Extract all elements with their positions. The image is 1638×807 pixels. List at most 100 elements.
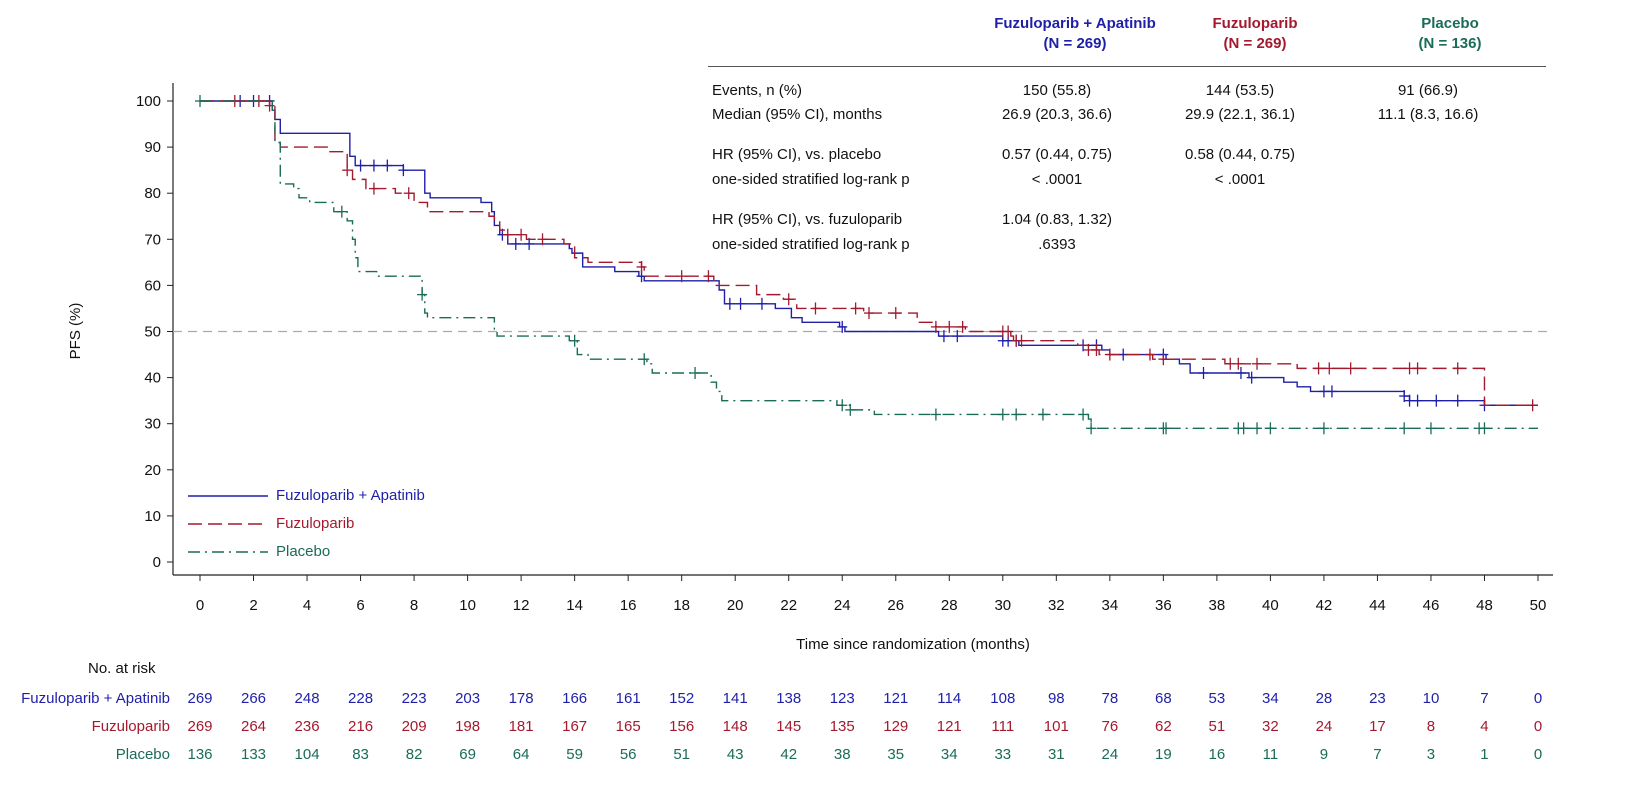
risk-count-fuz: 269 (187, 718, 213, 735)
stats-row-label: Events, n (%) (712, 82, 803, 99)
y-tick-label: 0 (153, 554, 161, 571)
risk-count-combo: 121 (883, 690, 909, 707)
risk-count-combo: 108 (990, 690, 1016, 707)
stats-row-label: one-sided stratified log-rank p (712, 236, 910, 253)
risk-count-combo: 10 (1422, 690, 1440, 707)
risk-count-combo: 138 (776, 690, 802, 707)
risk-count-placebo: 24 (1101, 746, 1119, 763)
x-tick-label: 10 (459, 597, 476, 614)
risk-count-fuz: 236 (294, 718, 320, 735)
x-tick-label: 2 (249, 597, 257, 614)
header-combo-name: Fuzuloparib + Apatinib (994, 15, 1156, 32)
risk-count-combo: 161 (615, 690, 641, 707)
risk-count-placebo: 104 (294, 746, 320, 763)
risk-count-combo: 203 (455, 690, 481, 707)
y-tick-label: 60 (144, 277, 161, 294)
stats-cell: .6393 (1038, 236, 1076, 253)
x-tick-label: 48 (1476, 597, 1493, 614)
stats-cell: 144 (53.5) (1205, 82, 1275, 99)
risk-count-placebo: 42 (780, 746, 798, 763)
y-tick-label: 100 (136, 93, 161, 110)
risk-count-fuz: 62 (1155, 718, 1172, 735)
stats-cell: < .0001 (1031, 171, 1083, 188)
risk-count-fuz: 129 (883, 718, 909, 735)
x-tick-label: 28 (941, 597, 958, 614)
risk-count-fuz: 111 (991, 718, 1015, 735)
risk-count-fuz: 145 (776, 718, 802, 735)
stats-row-label: one-sided stratified log-rank p (712, 171, 910, 188)
risk-count-placebo: 64 (512, 746, 530, 763)
risk-count-placebo: 59 (566, 746, 583, 763)
stats-cell: < .0001 (1214, 171, 1266, 188)
risk-count-fuz: 135 (829, 718, 855, 735)
x-tick-label: 36 (1155, 597, 1172, 614)
risk-count-fuz: 101 (1043, 718, 1069, 735)
x-tick-label: 32 (1048, 597, 1065, 614)
risk-count-placebo: 83 (352, 746, 369, 763)
risk-count-placebo: 7 (1373, 746, 1382, 763)
risk-count-combo: 0 (1533, 690, 1543, 707)
header-fuz-n: (N = 269) (1223, 35, 1287, 52)
risk-count-placebo: 16 (1208, 746, 1226, 763)
risk-count-fuz: 216 (348, 718, 374, 735)
x-tick-label: 6 (356, 597, 364, 614)
risk-count-fuz: 209 (401, 718, 427, 735)
risk-count-fuz: 165 (615, 718, 641, 735)
y-tick-label: 90 (144, 139, 161, 156)
risk-count-placebo: 3 (1426, 746, 1436, 763)
y-tick-label: 10 (144, 508, 161, 525)
risk-count-placebo: 33 (994, 746, 1012, 763)
risk-count-combo: 7 (1480, 690, 1489, 707)
risk-count-combo: 266 (241, 690, 267, 707)
stats-cell: 26.9 (20.3, 36.6) (1001, 106, 1113, 123)
risk-row-name-placebo: Placebo (115, 746, 170, 763)
stats-row-label: Median (95% CI), months (712, 106, 883, 123)
risk-count-combo: 178 (508, 690, 534, 707)
x-tick-label: 30 (994, 597, 1011, 614)
y-tick-label: 80 (144, 185, 161, 202)
risk-count-fuz: 156 (669, 718, 695, 735)
risk-count-combo: 23 (1369, 690, 1386, 707)
header-fuz: Fuzuloparib (N = 269) (1185, 14, 1325, 54)
x-tick-label: 44 (1369, 597, 1386, 614)
legend-label-fuz: Fuzuloparib (276, 515, 355, 532)
header-placebo: Placebo (N = 136) (1385, 14, 1515, 54)
risk-count-combo: 166 (562, 690, 588, 707)
risk-count-placebo: 11 (1262, 746, 1279, 763)
risk-count-placebo: 19 (1155, 746, 1172, 763)
stats-cell: 11.1 (8.3, 16.6) (1377, 106, 1479, 123)
risk-count-fuz: 8 (1426, 718, 1436, 735)
risk-count-combo: 152 (669, 690, 695, 707)
x-tick-label: 20 (727, 597, 744, 614)
risk-count-combo: 228 (348, 690, 374, 707)
x-tick-label: 42 (1316, 597, 1333, 614)
risk-count-combo: 34 (1262, 690, 1279, 707)
stats-cell: 0.58 (0.44, 0.75) (1184, 146, 1296, 163)
risk-count-placebo: 31 (1047, 746, 1065, 763)
risk-count-combo: 248 (294, 690, 320, 707)
risk-count-placebo: 69 (459, 746, 476, 763)
x-tick-label: 38 (1209, 597, 1226, 614)
risk-count-fuz: 148 (722, 718, 748, 735)
risk-count-placebo: 9 (1319, 746, 1329, 763)
risk-count-placebo: 51 (673, 746, 691, 763)
risk-count-fuz: 167 (562, 718, 588, 735)
risk-count-placebo: 1 (1480, 746, 1489, 763)
risk-count-placebo: 133 (241, 746, 267, 763)
risk-count-combo: 141 (722, 690, 748, 707)
risk-count-fuz: 4 (1480, 718, 1489, 735)
risk-count-fuz: 51 (1208, 718, 1226, 735)
risk-count-fuz: 0 (1533, 718, 1543, 735)
x-tick-label: 46 (1423, 597, 1440, 614)
stats-cell: 29.9 (22.1, 36.1) (1184, 106, 1296, 123)
y-axis-label: PFS (%) (67, 303, 84, 360)
x-tick-label: 50 (1530, 597, 1547, 614)
x-tick-label: 4 (303, 597, 311, 614)
km-curve-combo (200, 100, 1538, 406)
risk-count-fuz: 181 (508, 718, 534, 735)
risk-count-combo: 98 (1047, 690, 1065, 707)
header-placebo-n: (N = 136) (1418, 35, 1482, 52)
risk-count-fuz: 76 (1101, 718, 1119, 735)
x-tick-label: 22 (780, 597, 797, 614)
risk-count-fuz: 198 (455, 718, 481, 735)
